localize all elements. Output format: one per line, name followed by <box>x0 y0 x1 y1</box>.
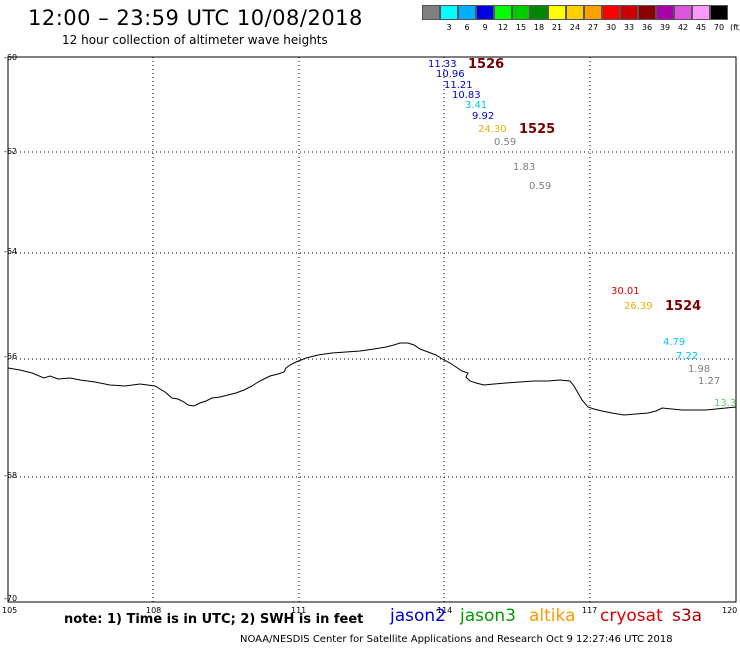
lat-label: -68 <box>4 471 18 480</box>
track-id-label: 1524 <box>665 299 702 314</box>
satellite-s3a: s3a <box>672 606 703 626</box>
satellite-jason2: jason2 <box>390 606 446 626</box>
satellite-altika: altika <box>529 606 576 626</box>
wave-height-value: 30.01 <box>611 286 640 297</box>
legend-swatch-label: 42 <box>677 23 689 32</box>
lat-label: -62 <box>4 147 18 156</box>
track-id-label: 1525 <box>519 122 556 137</box>
wave-height-value: 13.30 <box>714 398 736 409</box>
wave-height-value: 1.27 <box>698 376 721 387</box>
wave-height-value: 11.33 <box>428 59 457 70</box>
lat-label: -66 <box>4 352 18 361</box>
wave-height-value: 3.41 <box>465 100 488 111</box>
wave-height-value: 1.83 <box>513 162 536 173</box>
map-frame <box>7 56 737 603</box>
wave-height-value: 1.98 <box>688 364 711 375</box>
legend-swatch <box>566 5 584 20</box>
legend-swatch <box>692 5 710 20</box>
clipped-value-box: 13.30 <box>700 396 736 412</box>
legend-swatch-label: 24 <box>569 23 581 32</box>
lat-label: -64 <box>4 247 18 256</box>
lon-label: 120 <box>722 606 738 615</box>
lon-label: 117 <box>582 606 598 615</box>
wave-height-value: 7.22 <box>676 351 699 362</box>
satellite-jason3: jason3 <box>460 606 516 626</box>
track-id-label: 1526 <box>468 57 505 72</box>
legend-swatch <box>512 5 530 20</box>
antarctic-coastline <box>7 342 737 416</box>
legend-swatch <box>584 5 602 20</box>
wave-height-value: 4.79 <box>663 337 686 348</box>
wave-height-value: 10.83 <box>452 90 481 101</box>
legend-swatch <box>638 5 656 20</box>
legend-swatch-label: 45 <box>695 23 707 32</box>
lon-label: 105 <box>2 606 18 615</box>
legend-swatch <box>530 5 548 20</box>
wave-height-value: 9.92 <box>472 111 495 122</box>
wave-height-value: 11.21 <box>444 80 473 91</box>
legend-swatch-label: 12 <box>497 23 509 32</box>
lon-label: 114 <box>437 606 453 615</box>
legend-swatch <box>620 5 638 20</box>
legend-swatch <box>674 5 692 20</box>
satellite-cryosat: cryosat <box>600 606 663 626</box>
lat-label: -70 <box>4 594 18 603</box>
legend-swatch-label: 9 <box>482 23 488 32</box>
lon-label: 111 <box>291 606 307 615</box>
legend-swatch-label: 15 <box>515 23 527 32</box>
legend-swatch <box>494 5 512 20</box>
legend-swatch-label: 33 <box>623 23 635 32</box>
legend-swatch-label: 30 <box>605 23 617 32</box>
legend-swatch-label: 18 <box>533 23 545 32</box>
lon-label: 108 <box>146 606 162 615</box>
legend-swatch <box>458 5 476 20</box>
legend-swatch-label: 6 <box>464 23 470 32</box>
legend-swatch <box>710 5 728 20</box>
legend-swatch <box>476 5 494 20</box>
legend-swatch <box>440 5 458 20</box>
wave-height-value: 24.30 <box>478 124 507 135</box>
legend-swatch-label: 27 <box>587 23 599 32</box>
wave-height-value: 26.39 <box>624 301 653 312</box>
legend-swatch-label: 39 <box>659 23 671 32</box>
legend-swatch <box>656 5 674 20</box>
units-note: note: 1) Time is in UTC; 2) SWH is in fe… <box>64 612 364 627</box>
graticule <box>8 57 736 602</box>
wave-height-value: 0.59 <box>529 181 552 192</box>
legend-swatch <box>422 5 440 20</box>
legend-swatch-row <box>422 5 728 20</box>
legend-swatch-label: 3 <box>446 23 452 32</box>
map-subtitle: 12 hour collection of altimeter wave hei… <box>62 33 328 47</box>
credit-line: NOAA/NESDIS Center for Satellite Applica… <box>240 634 673 645</box>
wave-height-value: 0.59 <box>494 137 517 148</box>
lat-label: -60 <box>4 53 18 62</box>
legend-swatch-label: 21 <box>551 23 563 32</box>
map-title: 12:00 – 23:59 UTC 10/08/2018 <box>28 6 363 30</box>
legend-swatch <box>602 5 620 20</box>
wave-height-value: 10.96 <box>436 69 465 80</box>
legend-swatch <box>548 5 566 20</box>
legend-unit-label: (ft) <box>730 23 740 32</box>
legend-swatch-label: 70 <box>713 23 725 32</box>
legend-swatch-label: 36 <box>641 23 653 32</box>
